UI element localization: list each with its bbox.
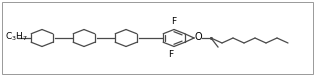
Text: O: O bbox=[194, 33, 202, 42]
Text: F: F bbox=[171, 17, 177, 26]
Text: F: F bbox=[169, 50, 174, 59]
Text: C$_3$H$_7$: C$_3$H$_7$ bbox=[5, 31, 28, 43]
